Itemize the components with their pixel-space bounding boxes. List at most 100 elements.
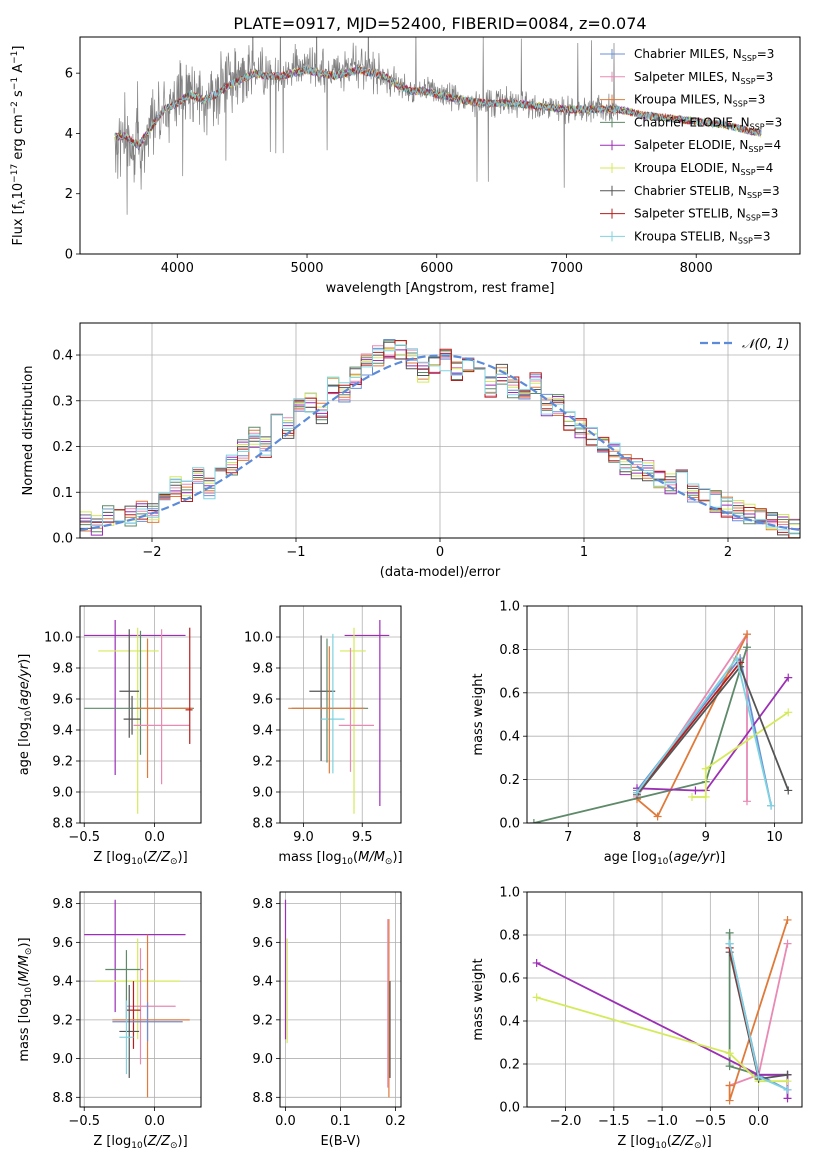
chart-age_vs_mass: 9.0 9.5 8.8 9.0 9.2 9.4 9.6 9.8 10.0 mass [log10(… xyxy=(244,605,403,867)
legend-label: Kroupa ELODIE, NSSP=4 xyxy=(634,161,773,177)
x-tick-label: −0.5 xyxy=(68,830,100,845)
errorbar-point xyxy=(84,630,194,755)
weight-marker xyxy=(691,786,700,795)
weight-marker xyxy=(767,801,776,810)
weight-marker xyxy=(725,1081,734,1090)
y-axis-label: mass weight xyxy=(471,673,486,755)
plot-area xyxy=(114,37,762,215)
y-tick-label: 0.0 xyxy=(499,1101,520,1116)
plot-area xyxy=(84,619,194,814)
axes-frame xyxy=(526,605,803,824)
y-tick-label: 9.8 xyxy=(252,662,273,677)
errorbar-point xyxy=(126,981,141,1049)
x-axis-label: E(B-V) xyxy=(320,1134,360,1149)
y-tick-label: 9.6 xyxy=(52,693,73,708)
errorbar-point xyxy=(119,629,140,738)
x-tick-label: −1.0 xyxy=(646,1114,678,1129)
x-axis-label: (data-model)/error xyxy=(380,565,501,580)
plot-area xyxy=(288,619,390,814)
weight-marker xyxy=(725,1096,734,1105)
weight-line xyxy=(636,656,772,806)
x-tick-label: 4000 xyxy=(161,261,194,276)
chart-age_vs_Z: −0.5 0.0 8.8 9.0 9.2 9.4 9.6 9.8 10.0 Z [log10(Z/… xyxy=(17,605,202,867)
y-tick-label: 9.6 xyxy=(52,936,73,951)
y-tick-label: 6 xyxy=(65,67,73,82)
y-tick-label: 9.8 xyxy=(252,897,273,912)
errorbar-point xyxy=(339,627,366,814)
x-tick-label: 0.0 xyxy=(748,1114,769,1129)
y-tick-label: 10.0 xyxy=(44,631,73,646)
weight-marker xyxy=(783,915,792,924)
y-tick-label: 0.3 xyxy=(52,394,73,409)
y-tick-label: 9.0 xyxy=(52,1052,73,1067)
weight-marker xyxy=(701,792,710,801)
weight-marker xyxy=(529,819,538,823)
y-tick-label: 0.4 xyxy=(52,349,73,364)
errorbar-point xyxy=(344,619,390,806)
y-tick-label: 0.4 xyxy=(499,1015,520,1030)
y-axis-label: age [log10(age/yr)] xyxy=(17,654,34,776)
y-tick-label: 9.4 xyxy=(252,724,273,739)
plot-area xyxy=(529,630,793,823)
weight-marker xyxy=(688,792,696,801)
x-tick-label: 0.0 xyxy=(275,1114,296,1129)
x-tick-label: 0.0 xyxy=(144,830,165,845)
x-tick-label: −1.5 xyxy=(598,1114,630,1129)
x-axis-label: wavelength [Angstrom, rest frame] xyxy=(326,281,555,296)
legend-label: Salpeter MILES, NSSP=3 xyxy=(634,70,773,86)
x-tick-label: 0.2 xyxy=(385,1114,406,1129)
errorbar-point xyxy=(84,899,186,1013)
errorbar-point xyxy=(288,646,365,774)
plot-area xyxy=(284,899,391,1098)
y-tick-label: 8.8 xyxy=(252,1091,273,1106)
errorbar-point xyxy=(119,984,140,1078)
y-tick-label: 10.0 xyxy=(244,631,273,646)
y-tick-label: 0 xyxy=(65,248,73,263)
x-tick-label: −1 xyxy=(286,545,305,560)
y-axis-label: mass [log10(M/M⊙)] xyxy=(17,937,34,1061)
axes-frame xyxy=(79,605,202,824)
weight-line xyxy=(536,996,788,1083)
y-axis-label: Normed distribution xyxy=(21,366,36,496)
x-tick-label: 7 xyxy=(564,830,572,845)
chart-weight_vs_age: 7 8 9 10 0.0 0.2 0.4 0.6 0.8 1.0 age [log10(age/yr… xyxy=(471,600,803,867)
y-tick-label: 9.8 xyxy=(52,897,73,912)
x-axis-label: Z [log10(Z/Z⊙)] xyxy=(93,850,187,867)
y-tick-label: 9.2 xyxy=(52,755,73,770)
axes-frame xyxy=(79,322,801,539)
errorbar-point xyxy=(321,633,345,774)
y-tick-label: 0.0 xyxy=(499,817,520,832)
axes-frame xyxy=(79,36,801,255)
errorbar-point xyxy=(338,647,374,772)
errorbar-point xyxy=(133,629,190,785)
y-tick-label: 9.2 xyxy=(252,1013,273,1028)
spectrum-data-line xyxy=(114,37,619,215)
x-tick-label: 8 xyxy=(633,830,641,845)
x-tick-label: 6000 xyxy=(420,261,453,276)
axes-frame xyxy=(279,605,402,824)
x-tick-label: 9 xyxy=(702,830,710,845)
x-tick-label: −0.5 xyxy=(695,1114,727,1129)
plot-area xyxy=(532,915,792,1105)
weight-marker xyxy=(783,1070,792,1079)
weight-marker xyxy=(725,1062,734,1071)
chart-mass_vs_Z: −0.5 0.0 8.8 9.0 9.2 9.4 9.6 9.8 Z [log10(Z/Z⊙)]… xyxy=(17,891,202,1151)
legend-label: 𝒩(0, 1) xyxy=(742,337,789,352)
panels: 4000 5000 6000 7000 8000 0 2 4 6 Chabrier MILES, … xyxy=(10,36,803,1151)
y-tick-label: 0.1 xyxy=(52,486,73,501)
y-tick-label: 9.4 xyxy=(52,975,73,990)
errorbar-point xyxy=(84,619,186,775)
x-tick-label: −2.0 xyxy=(550,1114,582,1129)
y-tick-label: 0.6 xyxy=(499,686,520,701)
errorbar-point xyxy=(112,934,190,1098)
weight-marker xyxy=(725,928,734,937)
y-tick-label: 8.8 xyxy=(252,817,273,832)
x-axis-label: age [log10(age/yr)] xyxy=(604,850,726,867)
weight-marker xyxy=(784,708,793,717)
axes-frame xyxy=(526,891,803,1108)
errorbar-point xyxy=(126,948,176,1065)
y-tick-label: 0.2 xyxy=(499,1058,520,1073)
weight-marker xyxy=(532,958,541,967)
weight-line xyxy=(692,711,789,798)
y-tick-label: 9.4 xyxy=(252,975,273,990)
